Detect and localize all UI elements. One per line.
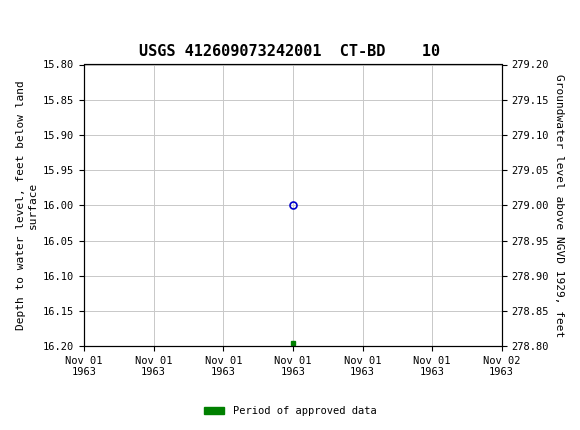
- Y-axis label: Groundwater level above NGVD 1929, feet: Groundwater level above NGVD 1929, feet: [554, 74, 564, 337]
- Legend: Period of approved data: Period of approved data: [200, 402, 380, 421]
- Text: ≡: ≡: [3, 12, 21, 33]
- Text: USGS 412609073242001  CT-BD    10: USGS 412609073242001 CT-BD 10: [139, 44, 441, 59]
- Text: USGS: USGS: [14, 13, 74, 32]
- Y-axis label: Depth to water level, feet below land
surface: Depth to water level, feet below land su…: [16, 80, 38, 330]
